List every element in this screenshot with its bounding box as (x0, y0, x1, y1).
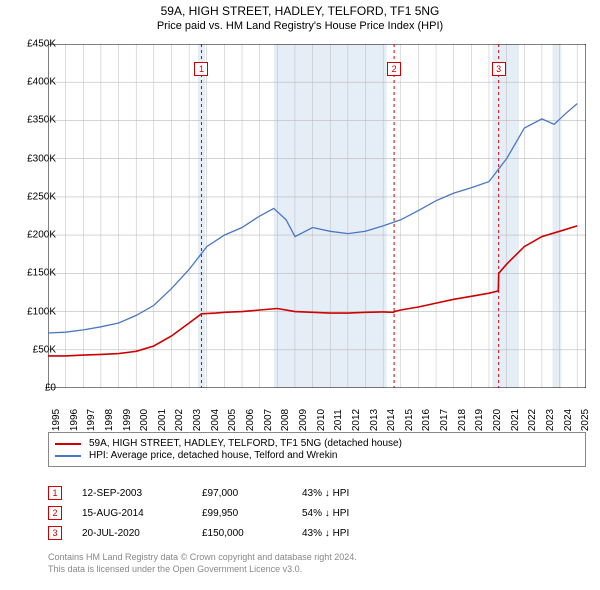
x-tick-label: 2005 (227, 409, 238, 431)
event-price: £99,950 (202, 508, 302, 519)
x-tick-label: 2014 (386, 409, 397, 431)
event-index: 1 (48, 486, 62, 500)
x-tick-label: 2001 (157, 409, 168, 431)
y-tick-label: £350K (27, 115, 56, 126)
legend-swatch (55, 455, 81, 457)
y-tick-label: £450K (27, 39, 56, 50)
event-marker: 2 (387, 62, 401, 76)
event-row: 2 15-AUG-2014£99,95054% ↓ HPI (48, 506, 586, 520)
footer: Contains HM Land Registry data © Crown c… (48, 552, 586, 575)
x-tick-label: 2013 (369, 409, 380, 431)
event-price: £97,000 (202, 488, 302, 499)
legend-swatch (55, 443, 81, 445)
y-tick-label: £400K (27, 77, 56, 88)
footer-line2: This data is licensed under the Open Gov… (48, 564, 586, 576)
x-tick-label: 2012 (351, 409, 362, 431)
footer-line1: Contains HM Land Registry data © Crown c… (48, 552, 586, 564)
events-table: 112-SEP-2003£97,00043% ↓ HPI215-AUG-2014… (48, 480, 586, 546)
legend-label: HPI: Average price, detached house, Telf… (89, 450, 338, 461)
event-index: 2 (48, 506, 62, 520)
event-row: 3 20-JUL-2020£150,00043% ↓ HPI (48, 526, 586, 540)
x-tick-label: 2021 (510, 409, 521, 431)
event-relative: 43% ↓ HPI (302, 488, 349, 499)
x-tick-label: 2007 (263, 409, 274, 431)
y-tick-label: £250K (27, 191, 56, 202)
x-tick-label: 2008 (280, 409, 291, 431)
y-tick-label: £0 (45, 383, 56, 394)
y-tick-label: £300K (27, 153, 56, 164)
legend-label: 59A, HIGH STREET, HADLEY, TELFORD, TF1 5… (89, 438, 402, 449)
x-tick-label: 2010 (316, 409, 327, 431)
x-tick-label: 1999 (122, 409, 133, 431)
event-marker: 3 (492, 62, 506, 76)
chart (48, 44, 586, 388)
x-tick-label: 2016 (421, 409, 432, 431)
x-tick-label: 2003 (192, 409, 203, 431)
event-date: 20-JUL-2020 (82, 528, 202, 539)
y-tick-label: £50K (33, 344, 56, 355)
x-tick-label: 2000 (139, 409, 150, 431)
event-relative: 43% ↓ HPI (302, 528, 349, 539)
x-tick-label: 2018 (457, 409, 468, 431)
x-tick-label: 2017 (439, 409, 450, 431)
x-tick-label: 2022 (527, 409, 538, 431)
x-tick-label: 2019 (474, 409, 485, 431)
x-tick-label: 2011 (333, 409, 344, 431)
event-row: 1 12-SEP-2003£97,00043% ↓ HPI (48, 486, 586, 500)
legend-row: 59A, HIGH STREET, HADLEY, TELFORD, TF1 5… (55, 438, 579, 449)
x-tick-label: 2006 (245, 409, 256, 431)
x-tick-label: 1997 (86, 409, 97, 431)
title-line1: 59A, HIGH STREET, HADLEY, TELFORD, TF1 5… (0, 4, 600, 18)
x-tick-label: 2015 (404, 409, 415, 431)
x-tick-label: 2023 (545, 409, 556, 431)
event-index: 3 (48, 526, 62, 540)
x-tick-label: 1998 (104, 409, 115, 431)
x-tick-label: 2009 (298, 409, 309, 431)
event-price: £150,000 (202, 528, 302, 539)
x-tick-label: 1995 (51, 409, 62, 431)
x-tick-label: 2024 (563, 409, 574, 431)
title-line2: Price paid vs. HM Land Registry's House … (0, 20, 600, 32)
event-date: 15-AUG-2014 (82, 508, 202, 519)
y-tick-label: £200K (27, 230, 56, 241)
x-tick-label: 1996 (69, 409, 80, 431)
event-relative: 54% ↓ HPI (302, 508, 349, 519)
legend-row: HPI: Average price, detached house, Telf… (55, 450, 579, 461)
y-tick-label: £100K (27, 306, 56, 317)
x-tick-label: 2025 (580, 409, 591, 431)
y-tick-label: £150K (27, 268, 56, 279)
x-tick-label: 2020 (492, 409, 503, 431)
x-tick-label: 2004 (210, 409, 221, 431)
legend: 59A, HIGH STREET, HADLEY, TELFORD, TF1 5… (48, 432, 586, 467)
x-tick-label: 2002 (174, 409, 185, 431)
event-marker: 1 (194, 62, 208, 76)
event-date: 12-SEP-2003 (82, 488, 202, 499)
